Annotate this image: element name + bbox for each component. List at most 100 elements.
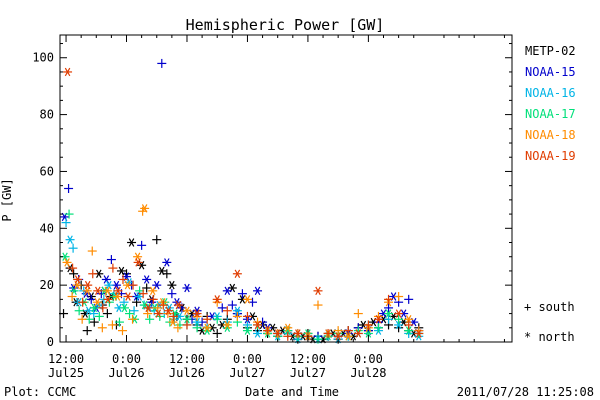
data-point xyxy=(182,320,192,330)
data-point xyxy=(313,286,323,296)
data-point xyxy=(88,269,98,279)
data-point xyxy=(253,286,263,296)
data-point xyxy=(77,314,87,324)
data-point xyxy=(232,269,242,278)
data-point xyxy=(222,320,232,330)
legend-entry: NOAA-15 xyxy=(525,65,576,79)
footer-plot-credit: Plot: CCMC xyxy=(4,385,76,399)
data-point xyxy=(92,297,102,307)
data-point xyxy=(404,294,414,304)
data-point xyxy=(87,246,97,256)
data-point xyxy=(145,314,155,324)
data-point xyxy=(237,289,247,299)
data-point xyxy=(119,303,129,313)
data-point xyxy=(232,306,242,315)
data-point xyxy=(182,306,192,315)
data-point xyxy=(103,295,113,304)
data-point xyxy=(125,309,135,319)
data-point xyxy=(64,209,74,219)
data-point xyxy=(414,329,424,338)
data-point xyxy=(132,297,142,307)
data-point xyxy=(148,294,158,304)
x-tick-time-label: 12:00 xyxy=(48,352,84,366)
x-tick-date-label: Jul27 xyxy=(229,366,265,380)
data-point xyxy=(102,286,112,296)
legend-entry: NOAA-18 xyxy=(525,128,576,142)
data-point xyxy=(192,323,202,333)
data-point xyxy=(242,295,252,304)
data-point xyxy=(394,309,404,318)
legend: METP-02 NOAA-15 NOAA-16 NOAA-17 NOAA-18 NOAA-… xyxy=(524,44,576,344)
data-point xyxy=(212,295,222,304)
data-point xyxy=(114,317,124,327)
x-tick-time-label: 0:00 xyxy=(112,352,141,366)
data-point xyxy=(384,309,394,318)
data-point xyxy=(69,269,79,279)
data-point xyxy=(102,309,112,319)
data-point xyxy=(98,303,108,313)
data-point xyxy=(363,320,373,330)
data-point xyxy=(142,275,152,284)
x-tick-time-label: 0:00 xyxy=(354,352,383,366)
data-point xyxy=(152,235,162,245)
data-point xyxy=(253,320,263,330)
data-point xyxy=(394,314,404,324)
data-point xyxy=(127,238,137,247)
data-point xyxy=(62,258,72,267)
data-point xyxy=(118,274,128,284)
y-tick-label: 60 xyxy=(40,164,54,178)
data-point xyxy=(167,280,177,290)
data-point xyxy=(323,328,333,338)
data-point xyxy=(273,329,283,338)
x-axis-label: Date and Time xyxy=(245,385,339,399)
data-point xyxy=(68,243,78,253)
legend-entry: NOAA-19 xyxy=(525,149,576,163)
data-point xyxy=(158,300,168,310)
data-point xyxy=(89,309,99,319)
data-point xyxy=(137,240,147,250)
data-point xyxy=(152,280,162,290)
x-tick-date-label: Jul26 xyxy=(169,366,205,380)
x-tick-date-label: Jul27 xyxy=(290,366,326,380)
data-point xyxy=(128,314,138,324)
data-point xyxy=(83,280,93,290)
data-point xyxy=(117,326,127,336)
data-point xyxy=(108,263,118,273)
data-point xyxy=(68,263,78,273)
hemisphere-legend-entry: * north xyxy=(524,330,575,344)
y-axis-label: P [GW] xyxy=(0,178,14,221)
data-point xyxy=(384,294,394,304)
data-point xyxy=(343,332,353,341)
data-point xyxy=(343,326,353,336)
x-tick-time-label: 0:00 xyxy=(233,352,262,366)
data-point xyxy=(212,314,222,324)
data-point xyxy=(384,303,394,313)
data-point xyxy=(384,314,394,324)
data-point xyxy=(138,289,148,299)
data-point xyxy=(63,67,73,77)
data-point xyxy=(168,317,178,327)
data-point xyxy=(222,286,232,296)
data-point xyxy=(192,309,202,318)
y-tick-label: 40 xyxy=(40,221,54,235)
data-point xyxy=(353,309,363,319)
data-point xyxy=(202,314,212,324)
data-point xyxy=(202,323,212,333)
data-point xyxy=(353,329,363,338)
data-point xyxy=(111,280,121,290)
data-point xyxy=(373,315,383,324)
data-point xyxy=(106,255,116,265)
data-point xyxy=(212,328,222,338)
data-point xyxy=(82,326,92,336)
data-point xyxy=(217,303,227,313)
data-point xyxy=(93,286,103,296)
data-point xyxy=(404,326,414,335)
legend-entry: METP-02 xyxy=(525,44,576,58)
data-point xyxy=(64,184,74,193)
data-point xyxy=(113,286,123,296)
x-tick-date-label: Jul25 xyxy=(48,366,84,380)
data-point xyxy=(192,317,202,327)
x-tick-date-label: Jul28 xyxy=(350,366,386,380)
data-point xyxy=(157,58,167,68)
data-point xyxy=(394,320,404,330)
